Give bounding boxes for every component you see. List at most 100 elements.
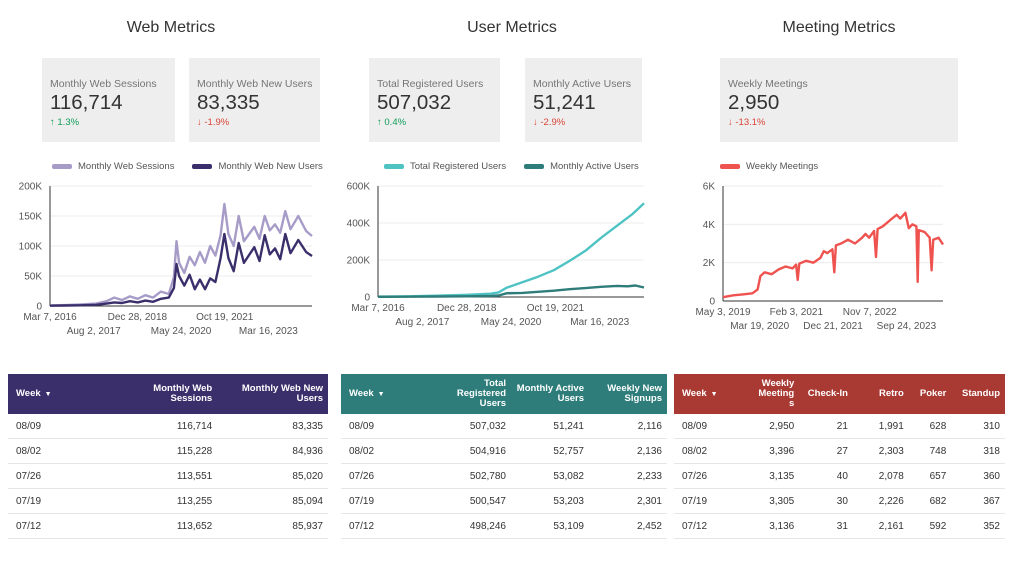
x-tick-label: Dec 21, 2021 bbox=[803, 321, 863, 332]
scorecard-label: Monthly Web Sessions bbox=[50, 78, 157, 90]
value-cell: 113,255 bbox=[139, 488, 218, 514]
table-row[interactable]: 07/12 113,652 85,937 bbox=[8, 513, 328, 539]
week-cell: 07/26 bbox=[674, 463, 746, 489]
sort-desc-icon[interactable]: ▼ bbox=[44, 390, 52, 398]
week-cell: 07/26 bbox=[341, 463, 437, 489]
value-cell: 360 bbox=[951, 463, 1005, 489]
table-row[interactable]: 07/12 498,246 53,109 2,452 bbox=[341, 513, 667, 539]
table-row[interactable]: 08/09 2,950 21 1,991 628 310 bbox=[674, 414, 1005, 439]
value-cell: 40 bbox=[799, 463, 853, 489]
scorecard-delta: ↓ -13.1% bbox=[728, 117, 766, 128]
table-row[interactable]: 07/12 3,136 31 2,161 592 352 bbox=[674, 513, 1005, 539]
column-header-poker[interactable]: Poker bbox=[908, 374, 952, 414]
scorecard-delta: ↓ -1.9% bbox=[197, 117, 230, 128]
table-row[interactable]: 07/19 113,255 85,094 bbox=[8, 488, 328, 514]
table-row[interactable]: 08/02 3,396 27 2,303 748 318 bbox=[674, 438, 1005, 464]
table-row[interactable]: 07/26 3,135 40 2,078 657 360 bbox=[674, 463, 1005, 489]
scorecard-total-registered-users[interactable]: Total Registered Users 507,032 ↑ 0.4% bbox=[369, 58, 500, 142]
value-cell: 3,396 bbox=[745, 438, 800, 464]
legend-item[interactable]: Monthly Active Users bbox=[524, 161, 639, 172]
legend-item[interactable]: Total Registered Users bbox=[384, 161, 506, 172]
week-cell: 08/02 bbox=[674, 438, 746, 464]
column-header-standup[interactable]: Standup bbox=[951, 374, 1005, 414]
legend-item[interactable]: Monthly Web Sessions bbox=[52, 161, 174, 172]
series-line-total-registered-users[interactable] bbox=[377, 202, 645, 298]
value-cell: 502,780 bbox=[437, 463, 511, 489]
table-row[interactable]: 07/19 500,547 53,203 2,301 bbox=[341, 488, 667, 514]
web-metrics-line-chart[interactable]: 0 50K 100K 150K 200K Mar 7, 2016 Dec 28, 2018 O… bbox=[0, 178, 330, 348]
legend-item[interactable]: Monthly Web New Users bbox=[192, 161, 323, 172]
value-cell: 504,916 bbox=[437, 438, 511, 464]
value-cell: 657 bbox=[908, 463, 952, 489]
value-cell: 83,335 bbox=[217, 414, 328, 439]
value-cell: 310 bbox=[951, 414, 1005, 439]
column-header-check-in[interactable]: Check-In bbox=[799, 374, 853, 414]
sort-desc-icon[interactable]: ▼ bbox=[710, 390, 718, 398]
series-line-monthly-web-new-users[interactable] bbox=[49, 232, 313, 307]
column-header-monthly-web-new-users[interactable]: Monthly Web New Users bbox=[217, 374, 328, 414]
web-metrics-title: Web Metrics bbox=[126, 19, 216, 36]
series-line-monthly-web-sessions[interactable] bbox=[49, 202, 313, 307]
table-row[interactable]: 08/09 507,032 51,241 2,116 bbox=[341, 414, 667, 439]
scorecard-monthly-web-new-users[interactable]: Monthly Web New Users 83,335 ↓ -1.9% bbox=[189, 58, 320, 142]
week-cell: 07/12 bbox=[8, 513, 140, 539]
table-row[interactable]: 08/02 504,916 52,757 2,136 bbox=[341, 438, 667, 464]
value-cell: 318 bbox=[951, 438, 1005, 464]
legend-label: Total Registered Users bbox=[410, 161, 507, 172]
column-header-week[interactable]: Week ▼ bbox=[341, 374, 437, 414]
column-header-monthly-web-sessions[interactable]: Monthly Web Sessions bbox=[139, 374, 218, 414]
table-row[interactable]: 08/09 116,714 83,335 bbox=[8, 414, 328, 439]
value-cell: 31 bbox=[799, 513, 853, 539]
value-cell: 53,203 bbox=[511, 488, 589, 514]
x-tick-label: Mar 7, 2016 bbox=[351, 303, 405, 314]
meeting-metrics-title: Meeting Metrics bbox=[782, 19, 896, 36]
week-cell: 08/02 bbox=[341, 438, 437, 464]
table-row[interactable]: 07/26 502,780 53,082 2,233 bbox=[341, 463, 667, 489]
x-tick-label: Feb 3, 2021 bbox=[770, 307, 824, 318]
table-row[interactable]: 07/26 113,551 85,020 bbox=[8, 463, 328, 489]
scorecard-value: 507,032 bbox=[377, 91, 452, 114]
legend-label: Monthly Active Users bbox=[550, 161, 639, 172]
column-header-week[interactable]: Week ▼ bbox=[674, 374, 746, 414]
value-cell: 2,301 bbox=[589, 488, 667, 514]
value-cell: 2,136 bbox=[589, 438, 667, 464]
series-line-weekly-meetings[interactable] bbox=[722, 211, 945, 299]
column-header-week[interactable]: Week ▼ bbox=[8, 374, 140, 414]
week-cell: 07/19 bbox=[674, 488, 746, 514]
value-cell: 507,032 bbox=[437, 414, 511, 439]
week-cell: 07/12 bbox=[674, 513, 746, 539]
value-cell: 592 bbox=[908, 513, 952, 539]
user-metrics-line-chart[interactable]: 0 200K 400K 600K Mar 7, 2016 Dec 28, 2018 Oct … bbox=[340, 178, 670, 348]
scorecard-monthly-active-users[interactable]: Monthly Active Users 51,241 ↓ -2.9% bbox=[525, 58, 642, 142]
scorecard-weekly-meetings[interactable]: Weekly Meetings 2,950 ↓ -13.1% bbox=[720, 58, 958, 142]
value-cell: 51,241 bbox=[511, 414, 589, 439]
value-cell: 2,233 bbox=[589, 463, 667, 489]
column-header-weekly-new-signups[interactable]: Weekly New Signups bbox=[589, 374, 667, 414]
value-cell: 3,135 bbox=[745, 463, 800, 489]
week-cell: 07/19 bbox=[341, 488, 437, 514]
value-cell: 2,226 bbox=[852, 488, 909, 514]
legend-label: Monthly Web New Users bbox=[218, 161, 323, 172]
y-tick-label: 100K bbox=[19, 242, 43, 253]
y-tick-label: 200K bbox=[19, 182, 43, 193]
scorecard-monthly-web-sessions[interactable]: Monthly Web Sessions 116,714 ↑ 1.3% bbox=[42, 58, 175, 142]
x-tick-label: Sep 24, 2023 bbox=[877, 321, 937, 332]
column-header-monthly-active-users[interactable]: Monthly Active Users bbox=[511, 374, 589, 414]
legend-item[interactable]: Weekly Meetings bbox=[720, 161, 818, 172]
table-row[interactable]: 07/19 3,305 30 2,226 682 367 bbox=[674, 488, 1005, 514]
value-cell: 367 bbox=[951, 488, 1005, 514]
arrow-up-icon: ↑ bbox=[377, 117, 382, 128]
value-cell: 27 bbox=[799, 438, 853, 464]
scorecard-delta: ↓ -2.9% bbox=[533, 117, 566, 128]
value-cell: 748 bbox=[908, 438, 952, 464]
arrow-down-icon: ↓ bbox=[197, 117, 202, 128]
meeting-metrics-line-chart[interactable]: 0 2K 4K 6K May 3, 2019 Feb 3, 2021 Nov 7, 2022… bbox=[680, 178, 1010, 348]
column-header-retro[interactable]: Retro bbox=[852, 374, 909, 414]
sort-desc-icon[interactable]: ▼ bbox=[377, 390, 385, 398]
series-line-monthly-active-users[interactable] bbox=[377, 284, 645, 298]
week-cell: 08/09 bbox=[341, 414, 437, 439]
column-header-weekly-meeting-s[interactable]: Weekly Meeting s bbox=[745, 374, 800, 414]
meeting-metrics-table: Week ▼ Weekly Meeting s Check-In Retro Poker S… bbox=[674, 374, 1005, 539]
column-header-total-registered-users[interactable]: Total Registered Users bbox=[437, 374, 511, 414]
table-row[interactable]: 08/02 115,228 84,936 bbox=[8, 438, 328, 464]
